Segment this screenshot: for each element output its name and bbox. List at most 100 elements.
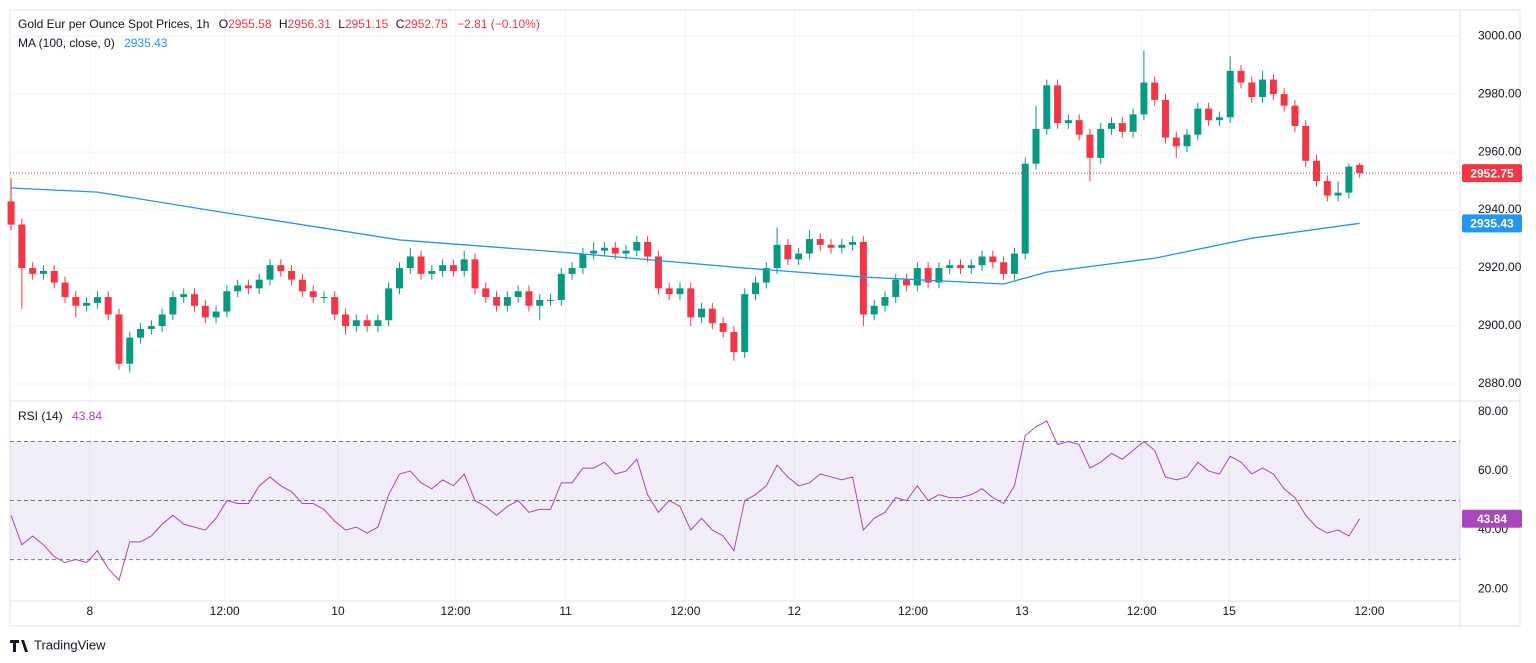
y-tick-label: 2920.00 <box>1478 260 1522 274</box>
candle-body <box>547 299 555 301</box>
candle-body <box>503 297 511 306</box>
ohlc-label: O <box>219 17 228 31</box>
candle-body <box>654 256 662 289</box>
candle-body <box>1302 125 1310 161</box>
candle-body <box>698 308 706 318</box>
rsi-legend: RSI (14) 43.84 <box>18 409 102 423</box>
candle-body <box>762 268 770 283</box>
candle-body <box>644 241 652 257</box>
x-tick-label: 12:00 <box>670 604 700 618</box>
candle-body <box>352 320 360 327</box>
x-tick-label: 12:00 <box>210 604 240 618</box>
candle-body <box>687 288 695 318</box>
x-tick-label: 12:00 <box>1127 604 1157 618</box>
candle-body <box>298 279 306 292</box>
candle-body <box>1183 134 1191 147</box>
candle-body <box>1226 70 1234 118</box>
candle-body <box>1064 120 1072 124</box>
x-tick-label: 12:00 <box>1354 604 1384 618</box>
candle-body <box>1259 79 1267 97</box>
candle-body <box>838 244 846 248</box>
x-tick-label: 8 <box>86 604 93 618</box>
candle-body <box>870 305 878 315</box>
price-tag-bg <box>1462 164 1522 183</box>
candle-body <box>903 279 911 286</box>
candle-body <box>827 244 835 248</box>
candle-body <box>1032 128 1040 164</box>
candle-body <box>741 294 749 353</box>
ma-tag: 2935.43 <box>1470 216 1514 230</box>
candle-body <box>1172 137 1180 147</box>
ohlc-label: H <box>279 17 288 31</box>
candle-body <box>460 259 468 271</box>
y-tick-label: 2880.00 <box>1478 376 1522 390</box>
rsi-tick-label: 20.00 <box>1478 581 1508 595</box>
candle-body <box>1280 94 1288 106</box>
candle-body <box>18 224 26 269</box>
candle-body <box>1021 163 1029 254</box>
candle-body <box>579 253 587 269</box>
candle-body <box>83 302 91 306</box>
candle-body <box>180 294 188 298</box>
x-tick-label: 10 <box>331 604 345 618</box>
candle-body <box>277 265 285 271</box>
close-value: 2952.75 <box>404 17 448 31</box>
candle-body <box>1248 82 1256 97</box>
rsi-line <box>10 420 1361 582</box>
candle-body <box>989 256 997 263</box>
candle-body <box>417 256 425 274</box>
candle-body <box>1215 117 1223 121</box>
ohlc-label: C <box>396 17 405 31</box>
x-tick-label: 13 <box>1015 604 1029 618</box>
y-tick-label: 2900.00 <box>1478 318 1522 332</box>
candle-body <box>719 323 727 332</box>
y-tick-label: 3000.00 <box>1478 28 1522 42</box>
candle-body <box>126 337 134 364</box>
candle-body <box>514 291 522 298</box>
candle-body <box>1000 262 1008 274</box>
rsi-tag: 43.84 <box>1477 512 1507 526</box>
candle-body <box>665 288 673 295</box>
x-tick-label: 11 <box>559 604 572 618</box>
candle-body <box>730 331 738 353</box>
candle-body <box>676 288 684 295</box>
candle-body <box>967 265 975 269</box>
plot-layer: 8 12:00 10 12:00 11 12:00 12 12:00 13 12:00 15 12:0… <box>7 10 1522 618</box>
brand-logo: TradingView <box>10 637 106 652</box>
candle-body <box>342 314 350 327</box>
candle-body <box>773 244 781 269</box>
candle-body <box>536 299 544 306</box>
candle-body <box>1151 82 1159 100</box>
candle-body <box>1291 105 1299 126</box>
ma-legend: MA (100, close, 0) 2935.43 <box>18 36 168 50</box>
candle-body <box>212 311 220 318</box>
ohlc-label: L <box>338 17 345 31</box>
logo-mark <box>10 640 28 652</box>
candle-body <box>1237 70 1245 83</box>
candle-body <box>93 297 101 303</box>
x-tick-label: 12:00 <box>441 604 471 618</box>
low-value: 2951.15 <box>345 17 389 31</box>
rsi-value: 43.84 <box>72 409 102 423</box>
x-tick-label: 12 <box>788 604 802 618</box>
candle-body <box>1010 253 1018 274</box>
price-tag: 2952.75 <box>1470 166 1514 180</box>
candle-body <box>1054 85 1062 124</box>
change-value: −2.81 (−0.10%) <box>457 17 540 31</box>
ma-line <box>11 187 1360 285</box>
candle-body <box>859 241 867 315</box>
candle-body <box>600 247 608 251</box>
candle-body <box>1075 120 1083 135</box>
candle-body <box>622 250 630 254</box>
candle-body <box>374 320 382 327</box>
candle-body <box>1205 108 1213 121</box>
candle-body <box>557 273 565 300</box>
candle-body <box>137 328 145 338</box>
candle-body <box>61 282 69 298</box>
rsi-tick-label: 80.00 <box>1478 404 1508 418</box>
candle-body <box>1356 164 1364 174</box>
y-tick-label: 2960.00 <box>1478 144 1522 158</box>
open-value: 2955.58 <box>228 17 272 31</box>
y-tick-label: 2980.00 <box>1478 86 1522 100</box>
